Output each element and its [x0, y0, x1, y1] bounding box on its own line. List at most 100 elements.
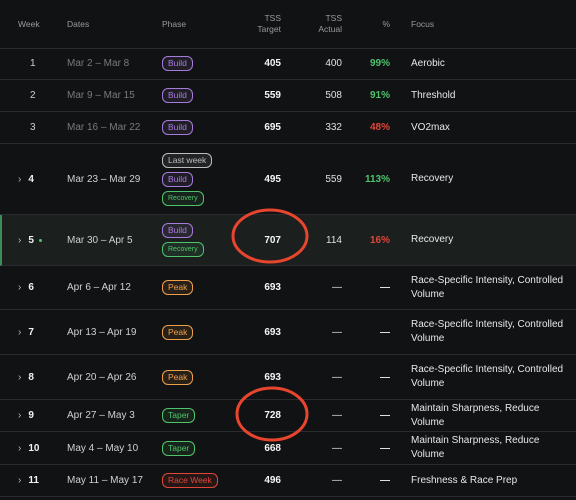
- phase-cell: Build Recovery: [162, 215, 204, 265]
- phase-cell: Taper: [162, 400, 196, 431]
- column-header: Dates: [67, 18, 90, 29]
- tss-target: 405: [264, 58, 281, 69]
- table-row: 1 Mar 2 – Mar 8 Build 405 400 99% Aerobic: [0, 48, 576, 80]
- phase-badge: Recovery: [162, 190, 204, 206]
- phase-badge: Race Week: [162, 473, 218, 488]
- week-cell: 3: [18, 112, 58, 143]
- table-row[interactable]: › 6 Apr 6 – Apr 12 Peak 693— — Race-Specific I…: [0, 266, 576, 310]
- week-cell: › 8: [18, 355, 58, 399]
- expand-arrow: ›: [18, 173, 22, 185]
- phase-badge: Last week: [162, 152, 213, 168]
- week-cell: › 4: [18, 144, 58, 214]
- week-cell: › 10: [18, 432, 58, 464]
- focus: Maintain Sharpness, Reduce Volume: [411, 435, 540, 460]
- table-row: 2 Mar 9 – Mar 15 Build 559 508 91% Threshold: [0, 80, 576, 112]
- phase-cell: Build: [162, 112, 193, 143]
- focus: Recovery: [411, 234, 454, 245]
- phase-badge: Build: [162, 88, 193, 103]
- expand-arrow: ›: [18, 442, 22, 454]
- table-row[interactable]: › 7 Apr 13 – Apr 19 Peak 693— — Race-Specific …: [0, 310, 576, 355]
- tss-target: 693: [264, 282, 281, 293]
- dates-cell: May 4 – May 10: [67, 442, 139, 454]
- focus: Maintain Sharpness, Reduce Volume: [411, 402, 540, 428]
- focus: Recovery: [411, 173, 454, 184]
- week-number: 1: [30, 58, 36, 69]
- phase-badge: Taper: [162, 408, 196, 423]
- tss-target: 728: [264, 410, 281, 421]
- table-row[interactable]: › 9 Apr 27 – May 3 Taper 728 — — Maintain Sharp…: [0, 400, 576, 432]
- week-number: 10: [28, 442, 40, 454]
- phase-cell: Build: [162, 48, 193, 79]
- column-header: Phase: [162, 18, 187, 29]
- expand-arrow: ›: [18, 234, 22, 246]
- dates-cell: Apr 20 – Apr 26: [67, 371, 137, 383]
- dates-cell: Mar 9 – Mar 15: [67, 90, 135, 101]
- week-cell: 1: [18, 48, 58, 79]
- tss-target: 495: [264, 173, 281, 185]
- phase-badge: Peak: [162, 369, 194, 385]
- tss-actual: 332: [325, 122, 342, 133]
- tss-target: 496: [264, 475, 281, 486]
- table-row[interactable]: › 10 May 4 – May 10 Taper 668 — — Maintain Shar…: [0, 432, 576, 465]
- phase-cell: Peak: [162, 310, 194, 354]
- percent: —: [380, 282, 390, 293]
- week-number: 9: [28, 410, 34, 421]
- table-row[interactable]: › 11 May 11 – May 17 Race Week 496 — — Freshnes…: [0, 465, 576, 497]
- week-cell: › 7: [18, 310, 58, 354]
- table-row[interactable]: › 8 Apr 20 – Apr 26 Peak 693— — Race-Specific …: [0, 355, 576, 400]
- phase-badge: Peak: [162, 280, 194, 295]
- phase-badge: Build: [162, 56, 193, 71]
- expand-arrow: ›: [18, 475, 22, 486]
- percent: —: [380, 371, 390, 383]
- focus: Race-Specific Intensity, Controlled Volu…: [411, 364, 564, 389]
- tss-actual: 508: [325, 90, 342, 101]
- expand-arrow: ›: [18, 282, 22, 293]
- dates-cell: Apr 27 – May 3: [67, 410, 135, 421]
- percent: —: [380, 326, 390, 338]
- week-cell: 2: [18, 80, 58, 111]
- phase-badge: Taper: [162, 440, 196, 456]
- phase-cell: Taper: [162, 432, 196, 464]
- dates-cell: Apr 13 – Apr 19: [67, 326, 137, 338]
- percent: 113%: [364, 173, 390, 185]
- week-number: 2: [30, 90, 36, 101]
- phase-cell: Race Week: [162, 465, 218, 496]
- focus: Threshold: [411, 89, 456, 101]
- expand-arrow: ›: [18, 410, 22, 421]
- focus: VO2max: [411, 121, 450, 133]
- table-row[interactable]: › 4 Mar 23 – Mar 29 Last week Build Recovery 4…: [0, 144, 576, 215]
- tss-target: 668: [264, 442, 281, 454]
- tss-actual: —: [332, 410, 342, 421]
- percent: —: [380, 442, 390, 454]
- focus: Freshness & Race Prep: [411, 474, 518, 486]
- table-row[interactable]: › 5 Mar 30 – Apr 5 Build Recovery 707 114 16% Re…: [0, 215, 576, 266]
- phase-cell: Build: [162, 80, 193, 111]
- week-number: 11: [28, 475, 39, 486]
- column-header: TSS Target: [257, 13, 281, 34]
- expand-arrow: ›: [18, 326, 22, 338]
- phase-badge: Build: [162, 171, 193, 187]
- percent: —: [380, 410, 390, 421]
- week-number: 6: [28, 282, 34, 293]
- dates-cell: Mar 30 – Apr 5: [67, 234, 133, 246]
- phase-badge: Build: [162, 223, 193, 238]
- percent: 48%: [369, 122, 390, 133]
- percent: —: [380, 475, 390, 486]
- tss-actual: —: [332, 442, 342, 454]
- focus: Race-Specific Intensity, Controlled Volu…: [411, 319, 564, 344]
- tss-actual: —: [332, 282, 342, 293]
- focus: Aerobic: [411, 57, 445, 69]
- week-number: 7: [28, 326, 34, 338]
- week-cell: › 11: [18, 465, 58, 496]
- phase-cell: Peak: [162, 355, 194, 399]
- phase-badge: Build: [162, 120, 193, 135]
- phase-badge: Peak: [162, 324, 194, 340]
- column-header: Focus: [411, 18, 435, 29]
- column-header: Week: [18, 18, 40, 29]
- tss-actual: 559: [325, 173, 342, 185]
- week-number: 5: [28, 234, 34, 246]
- current-dot: [38, 238, 42, 242]
- tss-target: 693: [264, 371, 281, 383]
- dates-cell: Mar 2 – Mar 8: [67, 58, 130, 69]
